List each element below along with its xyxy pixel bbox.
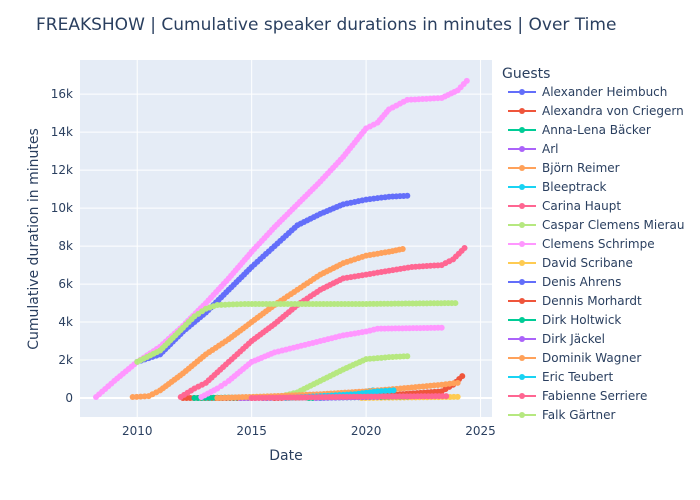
legend-item[interactable]: Caspar Clemens Mierau — [508, 218, 685, 232]
y-tick-label: 2k — [58, 353, 73, 367]
data-point — [461, 244, 468, 251]
legend-swatch-marker — [519, 298, 525, 304]
legend-label: Alexander Heimbuch — [542, 85, 667, 99]
legend-label: Bleeptrack — [542, 180, 607, 194]
legend-swatch-marker — [519, 146, 525, 152]
series — [177, 244, 468, 401]
legend-swatch-marker — [519, 374, 525, 380]
y-tick-label: 14k — [51, 125, 73, 139]
legend-item[interactable]: Carina Haupt — [508, 199, 621, 213]
series — [248, 393, 450, 402]
legend-swatch-marker — [519, 203, 525, 209]
legend-label: Dirk Jäckel — [542, 332, 605, 346]
x-tick-label: 2025 — [465, 424, 496, 438]
legend-label: Arl — [542, 142, 558, 156]
legend-swatch-marker — [519, 241, 525, 247]
legend-swatch-marker — [519, 355, 525, 361]
data-point — [404, 353, 411, 360]
legend-item[interactable]: Anna-Lena Bäcker — [508, 123, 651, 137]
legend-swatch-marker — [519, 393, 525, 399]
data-point — [463, 77, 470, 84]
legend-label: Dominik Wagner — [542, 351, 641, 365]
legend-swatch-marker — [519, 108, 525, 114]
legend-label: Dirk Holtwick — [542, 313, 621, 327]
x-tick-label: 2020 — [351, 424, 382, 438]
legend-label: Dennis Morhardt — [542, 294, 642, 308]
x-tick-label: 2015 — [236, 424, 267, 438]
data-point — [390, 387, 397, 394]
data-point — [454, 393, 461, 400]
legend-label: David Scribane — [542, 256, 633, 270]
legend-swatch-marker — [519, 412, 525, 418]
legend-swatch-marker — [519, 260, 525, 266]
legend-item[interactable]: David Scribane — [508, 256, 633, 270]
legend-label: Björn Reimer — [542, 161, 620, 175]
data-point — [443, 393, 450, 400]
data-point — [459, 373, 466, 380]
y-tick-label: 4k — [58, 315, 73, 329]
data-point — [399, 245, 406, 252]
legend-item[interactable]: Dennis Morhardt — [508, 294, 642, 308]
legend-swatch-marker — [519, 184, 525, 190]
series — [198, 324, 445, 401]
legend-swatch-marker — [519, 89, 525, 95]
x-tick-label: 2010 — [122, 424, 153, 438]
series-layer — [93, 77, 470, 402]
legend-swatch-marker — [519, 222, 525, 228]
y-axis-title: Cumulative duration in minutes — [26, 128, 42, 350]
legend-item[interactable]: Falk Gärtner — [508, 408, 616, 422]
data-point — [454, 379, 461, 386]
legend-item[interactable]: Fabienne Serriere — [508, 389, 647, 403]
legend-label: Caspar Clemens Mierau — [542, 218, 685, 232]
legend-item[interactable]: Denis Ahrens — [508, 275, 621, 289]
legend-label: Alexandra von Criegern — [542, 104, 684, 118]
y-tick-label: 6k — [58, 277, 73, 291]
x-axis-title: Date — [269, 448, 302, 464]
legend-swatch-marker — [519, 165, 525, 171]
data-point — [438, 324, 445, 331]
grid — [80, 60, 492, 417]
legend-label: Fabienne Serriere — [542, 389, 647, 403]
series — [129, 245, 406, 401]
y-tick-label: 10k — [51, 201, 73, 215]
legend-item[interactable]: Alexandra von Criegern — [508, 104, 684, 118]
legend-item[interactable]: Arl — [508, 142, 558, 156]
legend-label: Clemens Schrimpe — [542, 237, 655, 251]
legend-item[interactable]: Eric Teubert — [508, 370, 613, 384]
legend-item[interactable]: Alexander Heimbuch — [508, 85, 667, 99]
data-point — [404, 192, 411, 199]
legend-swatch-marker — [519, 127, 525, 133]
legend-swatch-marker — [519, 279, 525, 285]
axis-ticks: 0 2k 4k 6k 8k 10k 12k 14k 16k 2010 2015 2020 2025 — [51, 87, 496, 438]
y-tick-label: 8k — [58, 239, 73, 253]
legend-label: Carina Haupt — [542, 199, 621, 213]
chart-title: FREAKSHOW | Cumulative speaker durations… — [36, 15, 616, 35]
y-tick-label: 0 — [65, 391, 73, 405]
legend-label: Falk Gärtner — [542, 408, 616, 422]
legend-label: Eric Teubert — [542, 370, 613, 384]
legend-item[interactable]: Dirk Holtwick — [508, 313, 621, 327]
legend-label: Anna-Lena Bäcker — [542, 123, 651, 137]
legend: Alexander Heimbuch Alexandra von Criegern… — [508, 85, 685, 422]
legend-item[interactable]: Björn Reimer — [508, 161, 620, 175]
legend-label: Denis Ahrens — [542, 275, 621, 289]
data-point — [452, 300, 459, 307]
legend-item[interactable]: Bleeptrack — [508, 180, 607, 194]
legend-title: Guests — [502, 66, 550, 82]
y-tick-label: 16k — [51, 87, 73, 101]
legend-swatch-marker — [519, 317, 525, 323]
legend-swatch-marker — [519, 336, 525, 342]
legend-item[interactable]: Dirk Jäckel — [508, 332, 605, 346]
series — [134, 300, 459, 365]
legend-item[interactable]: Dominik Wagner — [508, 351, 641, 365]
legend-item[interactable]: Clemens Schrimpe — [508, 237, 655, 251]
y-tick-label: 12k — [51, 163, 73, 177]
